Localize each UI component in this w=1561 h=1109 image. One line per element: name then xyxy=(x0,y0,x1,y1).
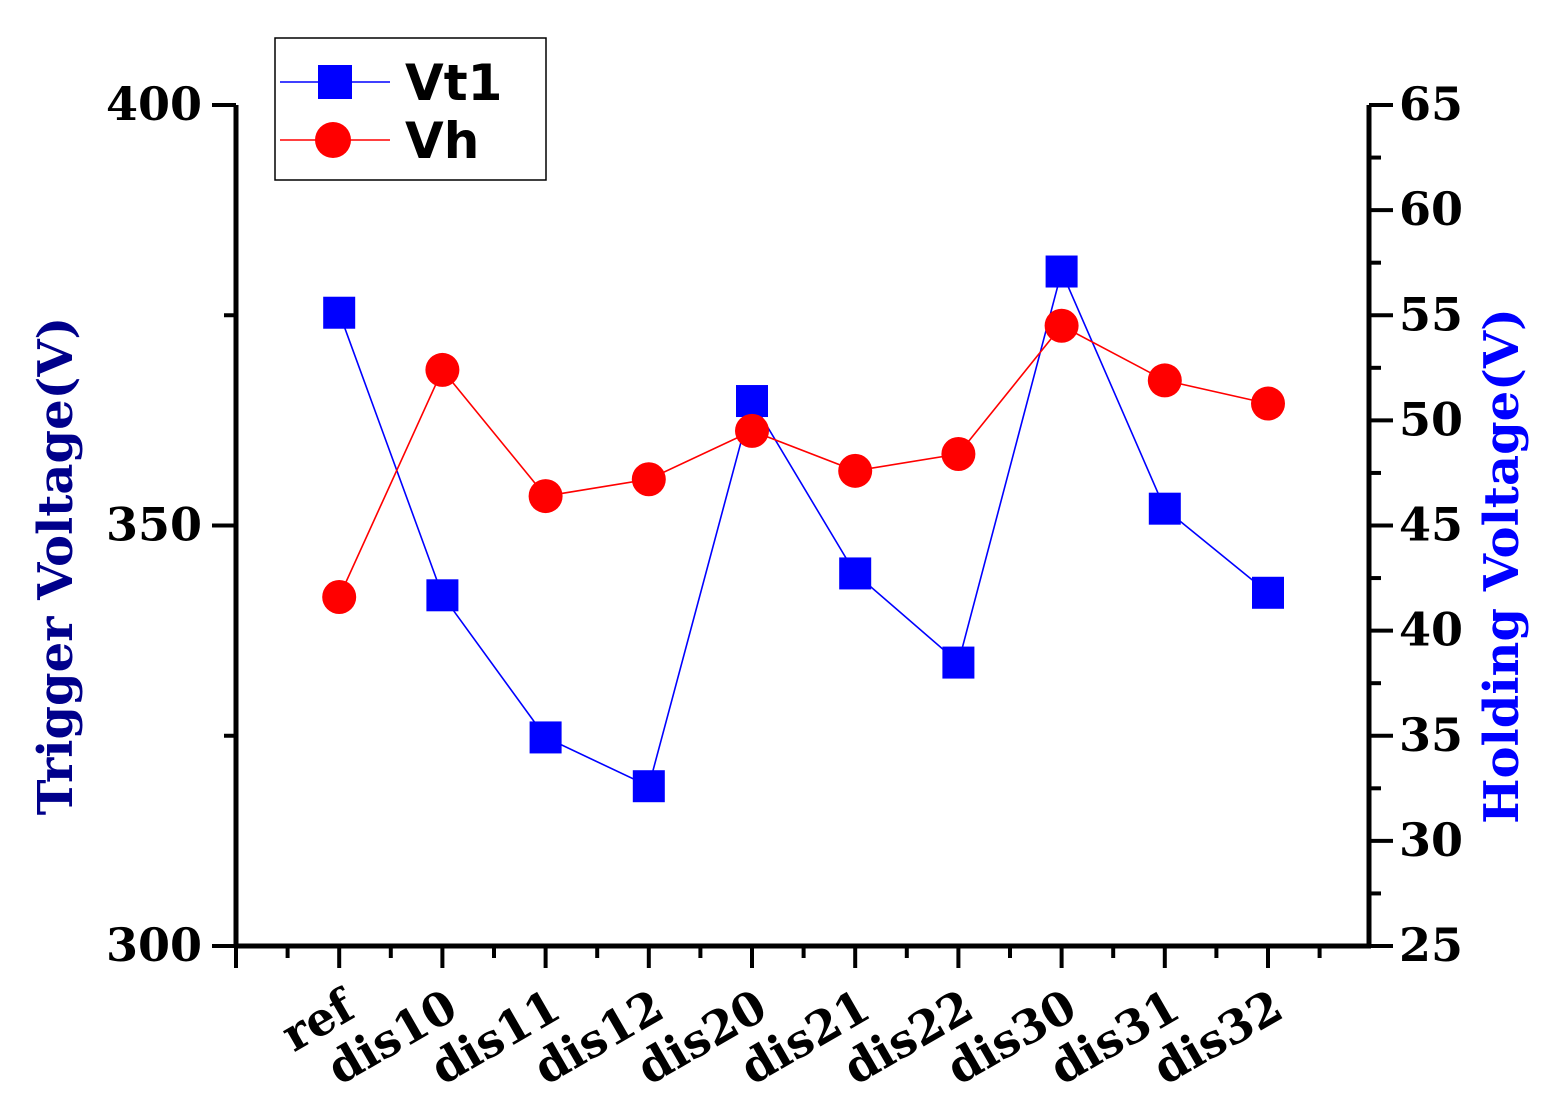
data-point-vt1 xyxy=(529,721,562,754)
data-point-vt1 xyxy=(426,579,459,612)
axes: 300350400253035404550556065refdis10dis11… xyxy=(106,77,1463,1095)
legend-vt1-marker xyxy=(318,65,352,99)
y-axis-right-title: Holding Voltage(V) xyxy=(1474,308,1530,824)
data-point-vt1 xyxy=(632,770,665,803)
data-point-vt1 xyxy=(323,296,356,329)
legend: Vt1 Vh xyxy=(274,37,547,181)
y-right-tick-label: 25 xyxy=(1399,918,1463,972)
y-right-tick-label: 65 xyxy=(1399,77,1463,131)
data-point-vt1 xyxy=(1045,255,1078,288)
series-line-vt1 xyxy=(338,269,1269,788)
y-right-tick-label: 35 xyxy=(1399,708,1463,762)
data-point-vh xyxy=(735,413,769,448)
data-point-vh xyxy=(1147,363,1182,398)
legend-vh-marker xyxy=(315,122,351,158)
legend-vh-label: Vh xyxy=(405,112,479,170)
y-left-tick-label: 350 xyxy=(106,498,202,552)
data-point-vt1 xyxy=(1148,492,1181,525)
data-point-vh xyxy=(528,479,563,514)
series-markers xyxy=(322,255,1285,803)
y-left-tick-label: 300 xyxy=(106,918,202,972)
data-point-vh xyxy=(425,352,460,387)
data-point-vt1 xyxy=(1252,576,1284,609)
y-right-tick-label: 40 xyxy=(1399,603,1463,657)
y-right-tick-label: 55 xyxy=(1399,287,1463,341)
y-axis-left-title: Trigger Voltage(V) xyxy=(28,317,84,816)
data-point-vh xyxy=(838,453,873,488)
data-point-vh xyxy=(631,462,666,497)
y-right-tick-label: 60 xyxy=(1399,182,1463,236)
data-point-vh xyxy=(322,579,357,614)
series-lines xyxy=(338,269,1269,788)
series-line-vh xyxy=(338,324,1269,598)
data-point-vt1 xyxy=(942,646,975,679)
y-right-tick-label: 30 xyxy=(1399,813,1463,867)
data-point-vh xyxy=(941,437,976,472)
data-point-vt1 xyxy=(736,385,768,418)
y-right-tick-label: 50 xyxy=(1399,392,1463,446)
data-point-vh xyxy=(1251,386,1285,421)
data-point-vh xyxy=(1044,308,1079,343)
y-right-tick-label: 45 xyxy=(1399,498,1463,552)
legend-box xyxy=(274,37,547,181)
y-left-tick-label: 400 xyxy=(106,77,202,131)
data-point-vt1 xyxy=(839,557,872,590)
legend-vt1-label: Vt1 xyxy=(405,54,502,112)
